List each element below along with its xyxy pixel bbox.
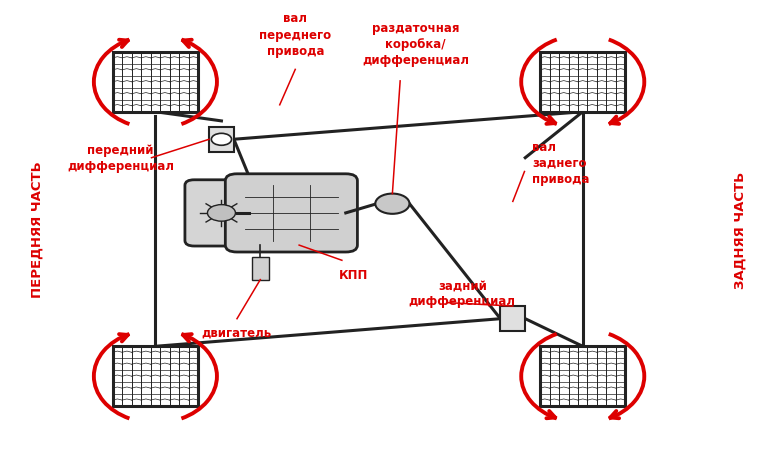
Text: задний
дифференциал: задний дифференциал (409, 279, 516, 308)
FancyBboxPatch shape (540, 347, 625, 406)
FancyBboxPatch shape (113, 53, 198, 112)
FancyBboxPatch shape (252, 257, 269, 280)
FancyBboxPatch shape (225, 174, 357, 252)
FancyBboxPatch shape (209, 127, 234, 152)
Text: двигатель: двигатель (202, 326, 272, 339)
FancyBboxPatch shape (113, 347, 198, 406)
FancyBboxPatch shape (185, 180, 258, 246)
Circle shape (375, 194, 409, 214)
Text: ПЕРЕДНЯЯ ЧАСТЬ: ПЕРЕДНЯЯ ЧАСТЬ (31, 161, 44, 298)
Text: ЗАДНЯЯ ЧАСТЬ: ЗАДНЯЯ ЧАСТЬ (733, 171, 746, 288)
FancyBboxPatch shape (500, 307, 525, 331)
Text: раздаточная
коробка/
дифференциал: раздаточная коробка/ дифференциал (362, 22, 469, 67)
Circle shape (207, 205, 235, 222)
Text: передний
дифференциал: передний дифференциал (67, 144, 174, 173)
Text: КПП: КПП (339, 269, 368, 281)
Circle shape (211, 134, 232, 146)
Text: вал
заднего
привода: вал заднего привода (532, 140, 590, 185)
FancyBboxPatch shape (540, 53, 625, 112)
Text: вал
переднего
привода: вал переднего привода (260, 12, 331, 57)
